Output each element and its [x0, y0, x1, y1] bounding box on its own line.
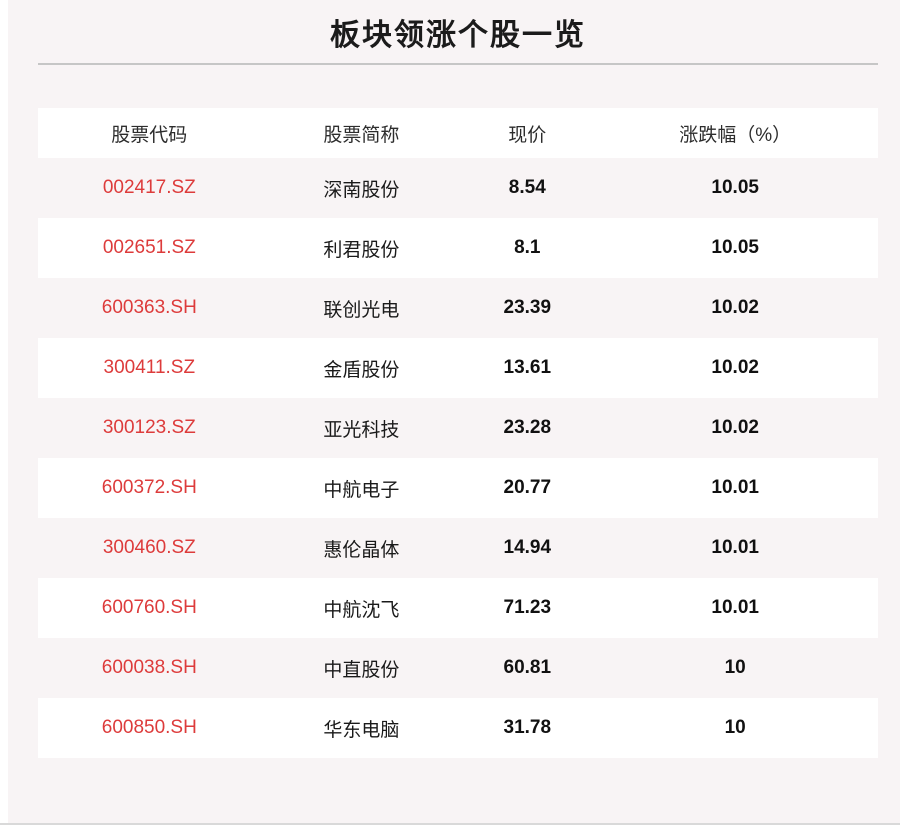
cell-price: 23.39: [503, 297, 552, 318]
cell-change: 10.01: [711, 477, 759, 498]
cell-price: 23.28: [503, 417, 552, 438]
cell-price: 20.77: [503, 477, 552, 498]
leading-stocks-table: 股票代码 股票简称 现价 涨跌幅（%） 002417.SZ 深南股份 8.54 10.05 0…: [38, 108, 878, 758]
page-title: 板块领涨个股一览: [330, 19, 586, 52]
cell-name: 联创光电: [323, 299, 400, 321]
cell-change: 10.02: [711, 297, 759, 318]
cell-change: 10.05: [711, 237, 759, 258]
cell-change: 10: [724, 657, 746, 678]
cell-price: 8.54: [508, 177, 546, 198]
cell-name: 中航电子: [323, 479, 400, 501]
cell-price: 14.94: [503, 537, 552, 558]
table-row: 600760.SH 中航沈飞 71.23 10.01: [38, 578, 878, 638]
cell-code: 002651.SZ: [102, 237, 196, 258]
cell-change: 10.05: [711, 177, 759, 198]
table-row: 300460.SZ 惠伦晶体 14.94 10.01: [38, 518, 878, 578]
cell-name: 深南股份: [323, 179, 400, 201]
table-body: 002417.SZ 深南股份 8.54 10.05 002651.SZ 利君股份 8.1 10…: [38, 158, 878, 758]
cell-code: 300460.SZ: [102, 537, 196, 558]
table-row: 600372.SH 中航电子 20.77 10.01: [38, 458, 878, 518]
cell-price: 31.78: [503, 717, 552, 738]
column-header: 涨跌幅（%）: [679, 124, 792, 146]
cell-name: 中直股份: [323, 659, 400, 681]
cell-price: 8.1: [514, 237, 541, 258]
bottom-border-line: [0, 823, 900, 825]
cell-price: 71.23: [503, 597, 552, 618]
title-divider: [38, 63, 878, 65]
column-header: 股票简称: [323, 124, 400, 146]
table-row: 002417.SZ 深南股份 8.54 10.05: [38, 158, 878, 218]
cell-change: 10.02: [711, 417, 759, 438]
cell-change: 10: [724, 717, 746, 738]
column-header: 股票代码: [111, 124, 188, 146]
cell-code: 600760.SH: [101, 597, 197, 618]
cell-name: 利君股份: [323, 239, 400, 261]
content-area: 板块领涨个股一览 股票代码 股票简称 现价 涨跌幅（%） 002417.SZ 深南股份 8…: [38, 0, 878, 758]
table-row: 300411.SZ 金盾股份 13.61 10.02: [38, 338, 878, 398]
table-row: 002651.SZ 利君股份 8.1 10.05: [38, 218, 878, 278]
cell-name: 金盾股份: [323, 359, 400, 381]
cell-name: 亚光科技: [323, 419, 400, 441]
cell-name: 惠伦晶体: [323, 539, 400, 561]
cell-name: 中航沈飞: [323, 599, 400, 621]
cell-code: 600372.SH: [101, 477, 197, 498]
table-row: 600038.SH 中直股份 60.81 10: [38, 638, 878, 698]
table-header-row: 股票代码 股票简称 现价 涨跌幅（%）: [38, 108, 878, 158]
cell-change: 10.01: [711, 597, 759, 618]
column-header: 现价: [508, 124, 547, 146]
page-background: 板块领涨个股一览 股票代码 股票简称 现价 涨跌幅（%） 002417.SZ 深南股份 8…: [8, 0, 900, 823]
cell-code: 600038.SH: [101, 657, 197, 678]
table-row: 300123.SZ 亚光科技 23.28 10.02: [38, 398, 878, 458]
cell-price: 13.61: [503, 357, 552, 378]
cell-price: 60.81: [503, 657, 552, 678]
cell-code: 600850.SH: [101, 717, 197, 738]
cell-code: 300123.SZ: [102, 417, 196, 438]
cell-code: 300411.SZ: [103, 357, 196, 378]
table-row: 600363.SH 联创光电 23.39 10.02: [38, 278, 878, 338]
cell-change: 10.02: [711, 357, 759, 378]
cell-code: 002417.SZ: [102, 177, 196, 198]
cell-change: 10.01: [711, 537, 759, 558]
cell-code: 600363.SH: [101, 297, 197, 318]
table-row: 600850.SH 华东电脑 31.78 10: [38, 698, 878, 758]
cell-name: 华东电脑: [323, 719, 400, 741]
